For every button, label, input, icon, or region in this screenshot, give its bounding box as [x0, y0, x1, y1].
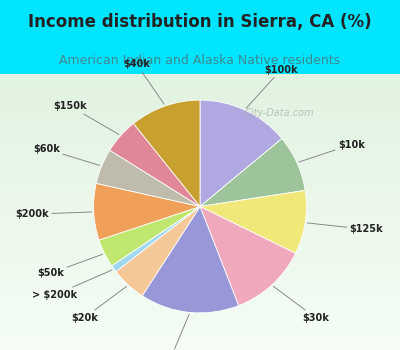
Bar [0, 92, 400, 97]
Bar [0, 133, 400, 138]
Bar [0, 129, 400, 133]
Bar [0, 143, 400, 147]
Bar [0, 106, 400, 110]
Bar [0, 124, 400, 129]
Bar [0, 152, 400, 156]
Bar [0, 253, 400, 258]
Bar [0, 189, 400, 193]
Bar [0, 147, 400, 152]
Bar [0, 115, 400, 120]
Bar [0, 138, 400, 143]
Bar [0, 304, 400, 309]
Text: City-Data.com: City-Data.com [245, 108, 315, 118]
Bar [0, 110, 400, 115]
Bar [0, 286, 400, 290]
Bar [0, 244, 400, 248]
Text: $40k: $40k [123, 59, 164, 104]
Bar [0, 341, 400, 345]
Bar [0, 101, 400, 106]
Bar [0, 327, 400, 331]
Text: $200k: $200k [16, 209, 92, 219]
Text: American Indian and Alaska Native residents: American Indian and Alaska Native reside… [60, 54, 340, 66]
Bar [0, 299, 400, 304]
Wedge shape [200, 100, 282, 206]
Bar [0, 262, 400, 267]
Bar [0, 203, 400, 207]
Bar [0, 276, 400, 281]
Bar [0, 313, 400, 318]
Bar [0, 198, 400, 203]
Text: $50k: $50k [38, 254, 102, 278]
Text: $60k: $60k [33, 144, 100, 166]
Bar [0, 290, 400, 295]
Bar [0, 166, 400, 170]
Bar [0, 331, 400, 336]
Bar [0, 336, 400, 341]
Bar [0, 175, 400, 180]
Bar [0, 161, 400, 166]
Bar [0, 221, 400, 226]
Bar [0, 184, 400, 189]
Wedge shape [200, 139, 305, 206]
Bar [0, 74, 400, 78]
Bar [0, 267, 400, 272]
Wedge shape [116, 206, 200, 296]
Text: > $200k: > $200k [32, 270, 112, 300]
Bar [0, 258, 400, 262]
Bar [0, 180, 400, 184]
Bar [0, 207, 400, 212]
Bar [0, 170, 400, 175]
Bar [0, 322, 400, 327]
Wedge shape [200, 206, 296, 306]
Bar [0, 225, 400, 230]
Wedge shape [94, 183, 200, 240]
Wedge shape [134, 100, 200, 206]
Bar [0, 120, 400, 124]
Bar [0, 318, 400, 322]
Text: Income distribution in Sierra, CA (%): Income distribution in Sierra, CA (%) [28, 13, 372, 30]
Bar [0, 83, 400, 87]
Bar [0, 216, 400, 221]
Bar [0, 87, 400, 92]
Bar [0, 235, 400, 239]
Text: $30k: $30k [274, 286, 329, 323]
Wedge shape [99, 206, 200, 266]
Bar [0, 212, 400, 216]
Bar [0, 193, 400, 198]
Bar [0, 309, 400, 313]
Bar [0, 281, 400, 286]
Text: $75k: $75k [158, 314, 189, 350]
Text: $125k: $125k [307, 223, 383, 235]
Bar [0, 345, 400, 350]
Wedge shape [110, 124, 200, 206]
Wedge shape [112, 206, 200, 272]
Bar [0, 230, 400, 235]
Text: $150k: $150k [54, 101, 119, 134]
Wedge shape [200, 190, 306, 253]
Bar [0, 78, 400, 83]
Bar [0, 248, 400, 253]
Bar [0, 239, 400, 244]
Wedge shape [142, 206, 239, 313]
Text: $100k: $100k [246, 65, 298, 108]
Wedge shape [96, 150, 200, 206]
Bar [0, 97, 400, 101]
Bar [0, 156, 400, 161]
Bar [0, 272, 400, 276]
Bar [0, 295, 400, 299]
Text: $20k: $20k [71, 286, 126, 323]
Text: $10k: $10k [299, 140, 365, 162]
